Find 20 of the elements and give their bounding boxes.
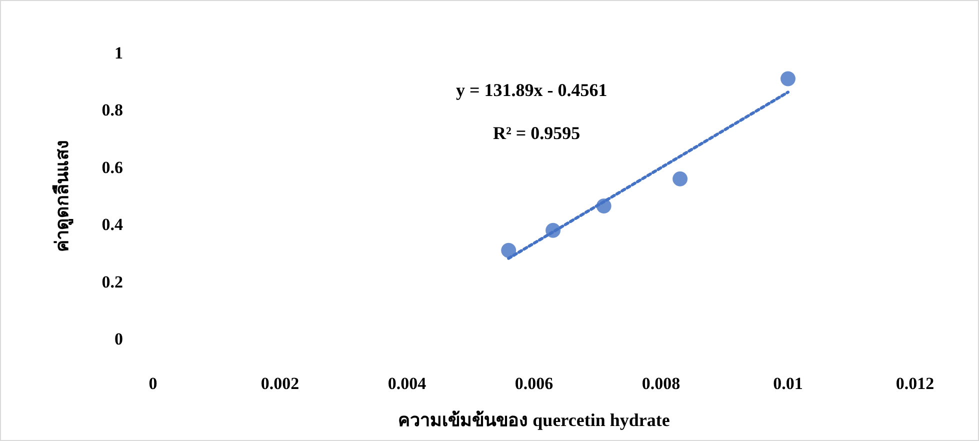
x-axis-title: ความเข้มข้นของ quercetin hydrate: [398, 410, 670, 430]
x-tick-label: 0.008: [642, 374, 680, 393]
y-tick-label: 1: [114, 44, 123, 62]
x-tick-label: 0.012: [896, 374, 934, 393]
y-tick-label: 0.4: [102, 215, 124, 234]
x-tick-label: 0: [148, 374, 158, 393]
point: [672, 171, 688, 186]
y-tick-label: 0.2: [102, 272, 123, 292]
x-tick-label: 0.004: [388, 374, 427, 393]
point: [501, 242, 516, 258]
x-tick-label: 0.002: [260, 374, 300, 393]
y-tick-label: 0.6: [102, 158, 123, 177]
y-tick-label: 0.8: [102, 100, 123, 120]
x-tick-label: 0.01: [773, 374, 803, 393]
y-axis-title: ค่าดูดกลืนแสง: [52, 140, 74, 252]
y-tick-label: 0: [114, 330, 123, 348]
annotation: y = 131.89x - 0.4561: [456, 80, 608, 100]
x-tick-label: 0.006: [514, 374, 554, 393]
point: [780, 71, 796, 86]
annotation: R² = 0.9595: [493, 123, 580, 143]
